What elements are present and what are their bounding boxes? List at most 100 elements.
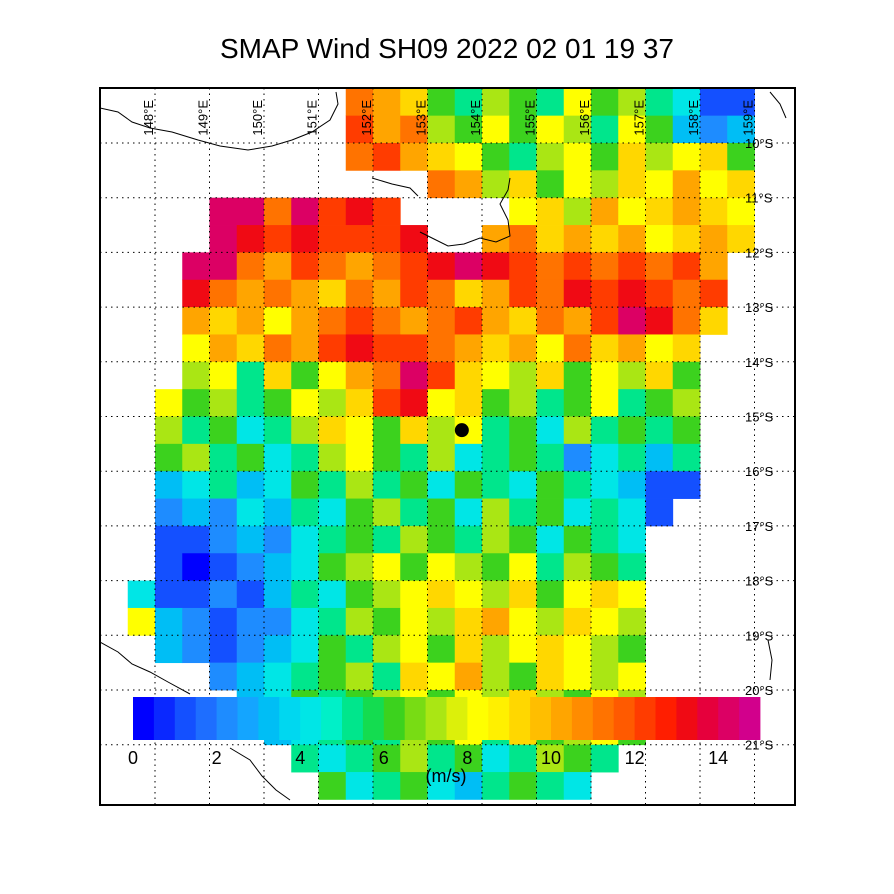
wind-cell — [482, 744, 510, 773]
colorbar-swatch — [446, 697, 468, 740]
wind-cell — [427, 170, 456, 199]
wind-cell — [345, 143, 374, 171]
wind-cell — [236, 443, 265, 472]
wind-cell — [318, 580, 347, 609]
wind-cell — [482, 252, 510, 281]
wind-cell — [291, 307, 319, 335]
wind-cell — [264, 252, 292, 281]
wind-cell — [454, 143, 483, 171]
lon-label: 155°E — [523, 100, 538, 136]
wind-cell — [509, 197, 537, 226]
wind-cell — [345, 197, 374, 226]
wind-cell — [536, 443, 565, 472]
wind-cell — [591, 580, 619, 609]
wind-cell — [236, 662, 265, 691]
wind-cell — [536, 498, 565, 527]
wind-cell — [209, 553, 238, 581]
colorbar-swatch — [509, 697, 531, 740]
wind-cell — [182, 635, 210, 664]
wind-cell — [345, 498, 374, 527]
wind-cell — [509, 471, 537, 499]
colorbar-swatch — [153, 697, 176, 740]
wind-cell — [182, 471, 210, 499]
wind-cell — [509, 279, 537, 308]
wind-cell — [291, 635, 319, 664]
colorbar-swatch — [174, 697, 197, 740]
wind-cell — [345, 662, 374, 691]
colorbar-swatch — [133, 697, 155, 740]
wind-cell — [400, 307, 428, 335]
colorbar-tick-label: 14 — [708, 748, 728, 768]
wind-cell — [345, 225, 374, 253]
colorbar-swatch — [697, 697, 719, 740]
wind-cell — [536, 525, 565, 554]
wind-cell — [482, 88, 510, 117]
wind-cell — [373, 553, 401, 581]
wind-cell — [700, 170, 728, 199]
wind-cell — [264, 635, 292, 664]
wind-cell — [236, 635, 265, 664]
wind-cell — [700, 143, 728, 171]
wind-cell — [591, 361, 619, 390]
wind-cell — [563, 361, 592, 390]
wind-cell — [509, 416, 537, 445]
wind-cell — [182, 307, 210, 335]
wind-cell — [618, 580, 646, 609]
wind-cell — [727, 88, 755, 117]
wind-cell — [318, 197, 347, 226]
wind-cell — [672, 252, 701, 281]
wind-cell — [209, 662, 238, 691]
wind-cell — [155, 498, 183, 527]
coastline — [371, 177, 511, 247]
colorbar-swatch — [300, 697, 322, 740]
lat-label: 12°S — [745, 245, 774, 260]
wind-cell — [536, 143, 565, 171]
wind-cell — [400, 772, 428, 800]
wind-cell — [291, 197, 319, 226]
wind-cell — [618, 225, 646, 253]
wind-cell — [345, 115, 374, 144]
wind-cell — [591, 525, 619, 554]
wind-cell — [700, 197, 728, 226]
colorbar-swatch — [739, 697, 761, 740]
wind-cell — [563, 170, 592, 199]
wind-cell — [727, 115, 755, 144]
wind-cell — [509, 580, 537, 609]
wind-cell — [482, 525, 510, 554]
wind-cell — [345, 416, 374, 445]
wind-cell — [209, 443, 238, 472]
wind-cell — [536, 279, 565, 308]
wind-cell — [236, 498, 265, 527]
wind-cell — [672, 389, 701, 417]
colorbar-swatch — [530, 697, 552, 740]
colorbar-tick-label: 8 — [462, 748, 472, 768]
wind-cell — [373, 88, 401, 117]
wind-cell — [700, 115, 728, 144]
wind-cell — [482, 553, 510, 581]
wind-cell — [373, 498, 401, 527]
wind-cell — [400, 389, 428, 417]
wind-cell — [236, 553, 265, 581]
wind-cell — [373, 279, 401, 308]
wind-cell — [318, 307, 347, 335]
colorbar-tick-label: 12 — [625, 748, 645, 768]
wind-cell — [645, 471, 674, 499]
wind-cell — [182, 416, 210, 445]
wind-cell — [182, 334, 210, 363]
wind-cell — [482, 143, 510, 171]
wind-cell — [591, 334, 619, 363]
wind-cell — [400, 361, 428, 390]
wind-cell — [400, 115, 428, 144]
colorbar-swatch — [383, 697, 406, 740]
wind-cell — [264, 361, 292, 390]
wind-cell — [645, 88, 674, 117]
wind-cell — [536, 772, 565, 800]
wind-cell — [591, 197, 619, 226]
wind-cell — [209, 416, 238, 445]
wind-cell — [591, 471, 619, 499]
wind-cell — [645, 115, 674, 144]
wind-cell — [427, 389, 456, 417]
wind-cell — [563, 607, 592, 636]
wind-cell — [373, 635, 401, 664]
colorbar-swatch — [613, 697, 635, 740]
